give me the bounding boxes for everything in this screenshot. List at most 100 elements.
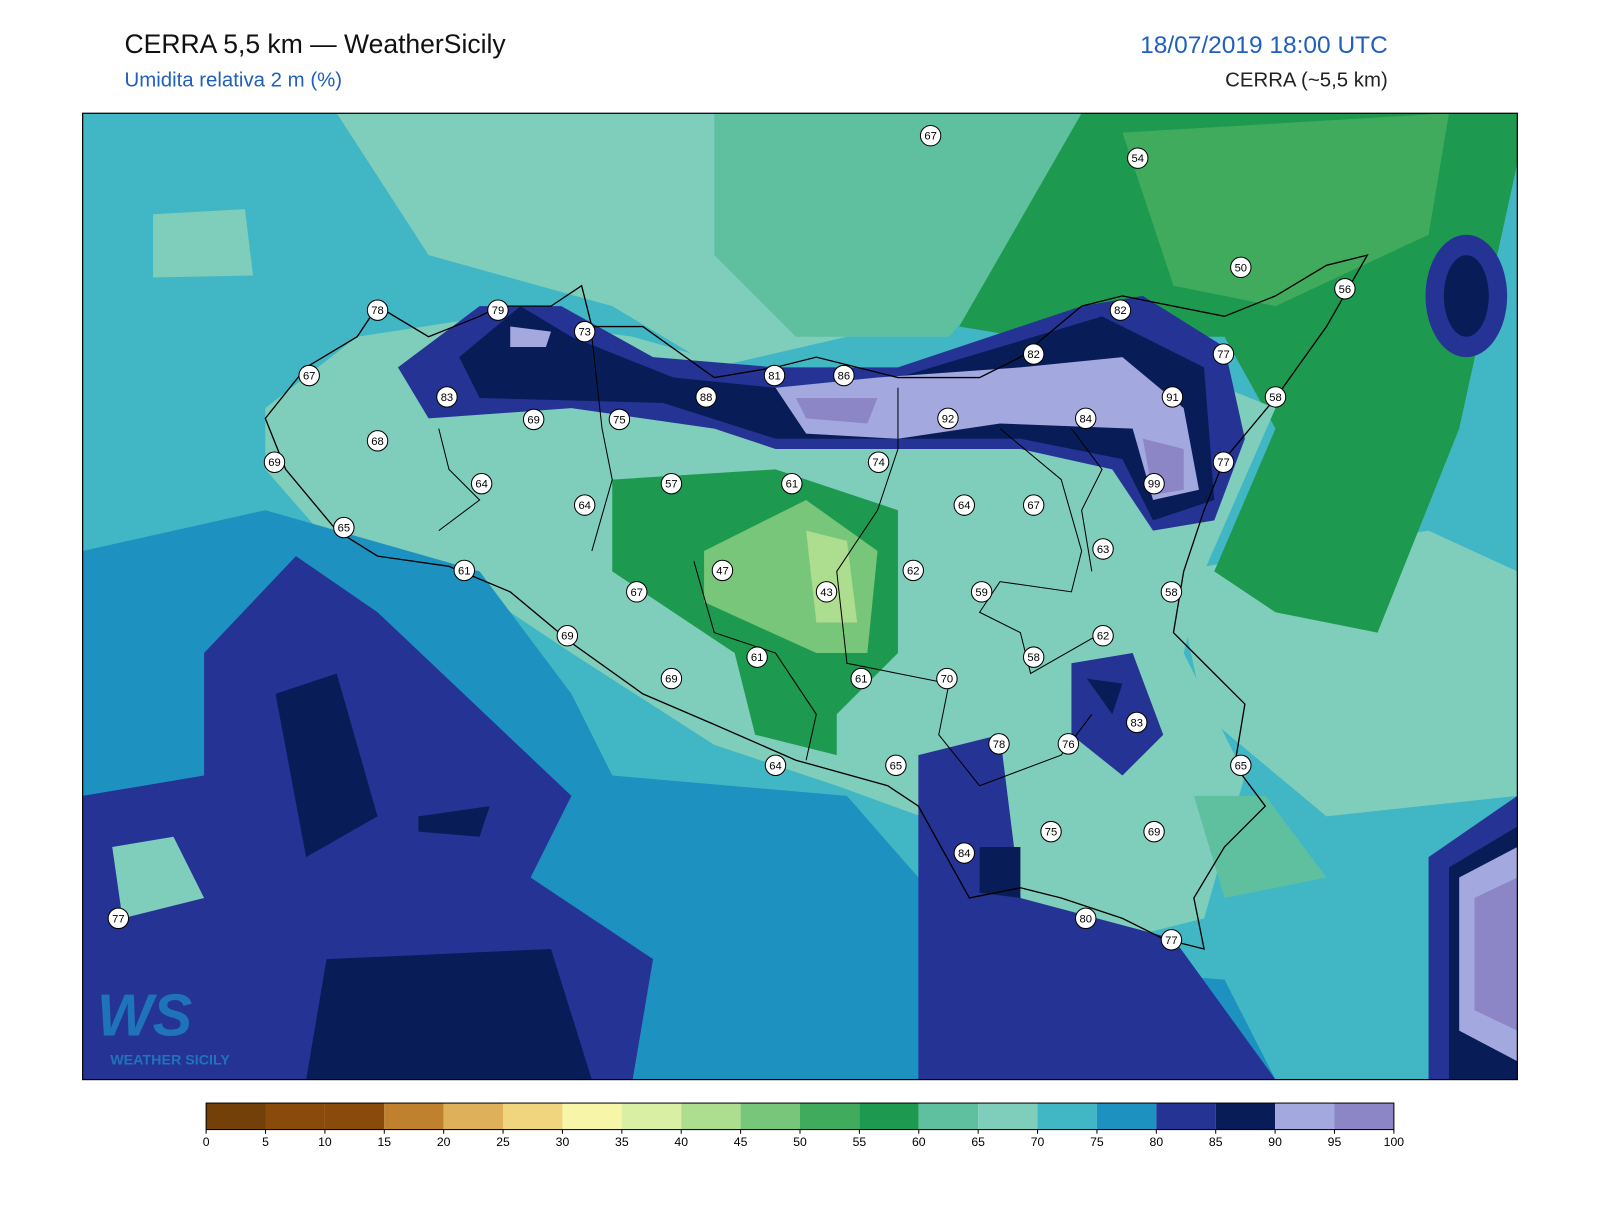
colorbar-bin: [503, 1103, 563, 1130]
station-value: 50: [1235, 262, 1247, 274]
station-value: 67: [630, 587, 642, 599]
contour: [1193, 795, 1327, 898]
station-value: 64: [769, 760, 781, 772]
logo-mark: WS: [97, 982, 192, 1049]
station-marker: [711, 559, 734, 582]
station-value: 68: [371, 436, 383, 448]
colorbar-bin: [1215, 1103, 1276, 1130]
colorbar-bin: [1275, 1103, 1335, 1130]
station-marker: [453, 559, 475, 582]
station-value: 73: [578, 327, 590, 339]
colorbar: 0 5 10 15 20 25 30 35 40 45 50 55 60 65 70 75 80 85 90 95 10…: [203, 1102, 1404, 1149]
station-marker: [1212, 451, 1235, 473]
station-marker: [573, 494, 596, 516]
station-value: 47: [716, 565, 728, 577]
station-value: 69: [665, 674, 677, 686]
field: [82, 113, 1518, 1080]
stations: 67 54 50 56 78 79 73 82 82 77 67 83 69 75 88 81 86 92 84 91…: [107, 125, 1356, 951]
station-value: 77: [1217, 349, 1229, 361]
station-value: 84: [958, 848, 970, 860]
colorbar-tick-label: 65: [971, 1135, 985, 1149]
station-value: 69: [561, 631, 573, 643]
station-value: 61: [786, 479, 798, 491]
station-marker: [1143, 472, 1165, 495]
colorbar-tick-label: 0: [203, 1135, 210, 1149]
coastline: [264, 254, 1369, 950]
colorbar-bin: [800, 1103, 860, 1130]
station-marker: [1160, 929, 1183, 951]
colorbar-bin: [681, 1103, 741, 1130]
colorbar-tick-label: 85: [1209, 1135, 1223, 1149]
station-value: 83: [1130, 717, 1142, 729]
station-value: 75: [613, 414, 625, 426]
contour: [153, 209, 254, 278]
station-value: 92: [942, 413, 954, 425]
colorbar-tick-label: 55: [853, 1135, 867, 1149]
station-marker: [1057, 733, 1080, 755]
station-marker: [764, 754, 787, 777]
station-value: 70: [941, 674, 953, 686]
station-marker: [867, 451, 890, 473]
station-value: 57: [665, 479, 677, 491]
station-value: 56: [1339, 284, 1351, 296]
colorbar-tick-label: 25: [496, 1135, 510, 1149]
station-marker: [263, 451, 286, 473]
station-marker: [107, 907, 130, 930]
station-marker: [556, 625, 579, 647]
station-marker: [1230, 754, 1252, 777]
station-value: 65: [338, 523, 350, 535]
station-marker: [487, 299, 509, 321]
station-value: 83: [441, 392, 453, 404]
colorbar-bin: [1037, 1103, 1097, 1130]
station-marker: [1022, 494, 1045, 516]
station-marker: [1022, 646, 1045, 668]
datetime: 18/07/2019 18:00 UTC: [1140, 32, 1388, 59]
station-value: 99: [1148, 479, 1160, 491]
colorbar-tick-label: 30: [556, 1135, 570, 1149]
contour: [418, 806, 490, 837]
station-marker: [953, 842, 975, 864]
contour: [918, 734, 1276, 1080]
contour: [1443, 255, 1489, 337]
station-marker: [763, 364, 786, 387]
station-value: 88: [700, 392, 712, 404]
title: CERRA 5,5 km — WeatherSicily: [124, 29, 506, 59]
contour: [979, 846, 1021, 898]
station-marker: [695, 386, 717, 408]
station-value: 58: [1027, 652, 1039, 664]
colorbar-tick-label: 45: [734, 1135, 748, 1149]
station-marker: [1126, 711, 1148, 734]
contour: [1474, 877, 1518, 1031]
station-value: 64: [475, 479, 487, 491]
station-marker: [1109, 299, 1132, 321]
colorbar-tick-label: 90: [1268, 1135, 1282, 1149]
station-value: 61: [855, 674, 867, 686]
station-value: 65: [1235, 760, 1247, 772]
station-value: 59: [975, 587, 987, 599]
station-marker: [936, 667, 958, 690]
contour: [1122, 113, 1449, 307]
station-marker: [470, 472, 493, 495]
colorbar-bin: [1156, 1103, 1216, 1130]
station-marker: [573, 320, 596, 343]
station-marker: [1212, 343, 1235, 365]
station-marker: [660, 472, 683, 495]
station-marker: [781, 472, 803, 495]
station-marker: [436, 386, 458, 408]
contour: [806, 530, 858, 623]
station-value: 81: [768, 370, 780, 382]
station-value: 82: [1027, 349, 1039, 361]
station-marker: [850, 667, 872, 690]
colorbar-tick-label: 60: [912, 1135, 926, 1149]
station-marker: [937, 407, 959, 430]
colorbar-tick-label: 75: [1090, 1135, 1104, 1149]
station-marker: [1092, 625, 1114, 647]
colorbar-tick-label: 20: [437, 1135, 451, 1149]
station-marker: [1075, 907, 1097, 930]
contour: [275, 673, 378, 858]
station-marker: [1334, 278, 1356, 300]
station-value: 69: [527, 414, 539, 426]
contour: [795, 397, 878, 424]
station-value: 58: [1165, 587, 1177, 599]
